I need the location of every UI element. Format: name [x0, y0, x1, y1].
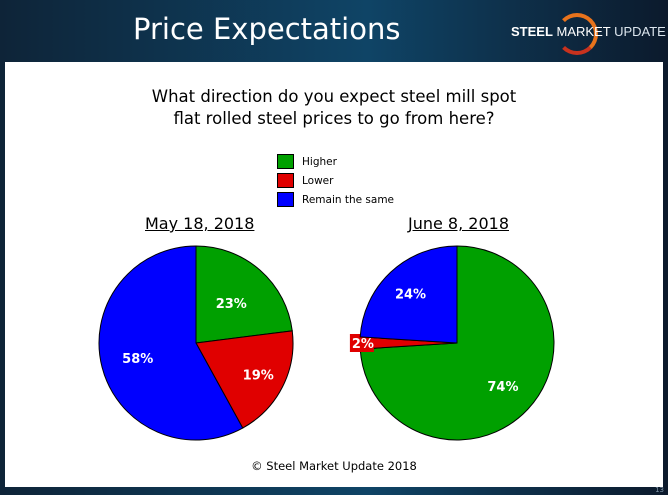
data-label: 23%: [216, 297, 247, 312]
data-label: 74%: [487, 380, 518, 395]
slide-title: Price Expectations: [133, 12, 401, 46]
legend-swatch: [277, 154, 294, 169]
page-number: 13: [655, 486, 664, 494]
question-line-2: flat rolled steel prices to go from here…: [173, 109, 495, 128]
legend-swatch: [277, 192, 294, 207]
legend-item: Remain the same: [277, 190, 394, 209]
data-label: 58%: [122, 352, 153, 367]
question-line-1: What direction do you expect steel mill …: [151, 87, 517, 106]
copyright-footer: © Steel Market Update 2018: [251, 459, 417, 473]
data-label: 24%: [395, 288, 426, 303]
legend-item: Lower: [277, 171, 394, 190]
legend-label: Remain the same: [302, 193, 395, 206]
pie-slice-higher: [195, 245, 293, 344]
pie-charts: 23% 19% 58% 74% 2% 24%: [98, 245, 555, 441]
legend-label: Higher: [302, 155, 337, 168]
pie-slice-remain-the-same: [98, 245, 244, 441]
content-panel: What direction do you expect steel mill …: [5, 62, 663, 487]
legend-item: Higher: [277, 152, 394, 171]
data-label: 19%: [243, 369, 274, 384]
survey-question: What direction do you expect steel mill …: [5, 86, 663, 130]
legend-swatch: [277, 173, 294, 188]
pie-title-june: June 8, 2018: [408, 214, 509, 233]
pie-title-may: May 18, 2018: [145, 214, 255, 233]
steel-market-update-logo: STEEL MARKET UPDATE: [508, 10, 666, 55]
legend-label: Lower: [302, 174, 334, 187]
label-background: [349, 334, 374, 352]
data-label: 2%: [352, 337, 374, 352]
pie-slice-lower: [195, 330, 294, 429]
legend: Higher Lower Remain the same: [277, 152, 394, 209]
pie-slice-remain-the-same: [359, 245, 458, 344]
